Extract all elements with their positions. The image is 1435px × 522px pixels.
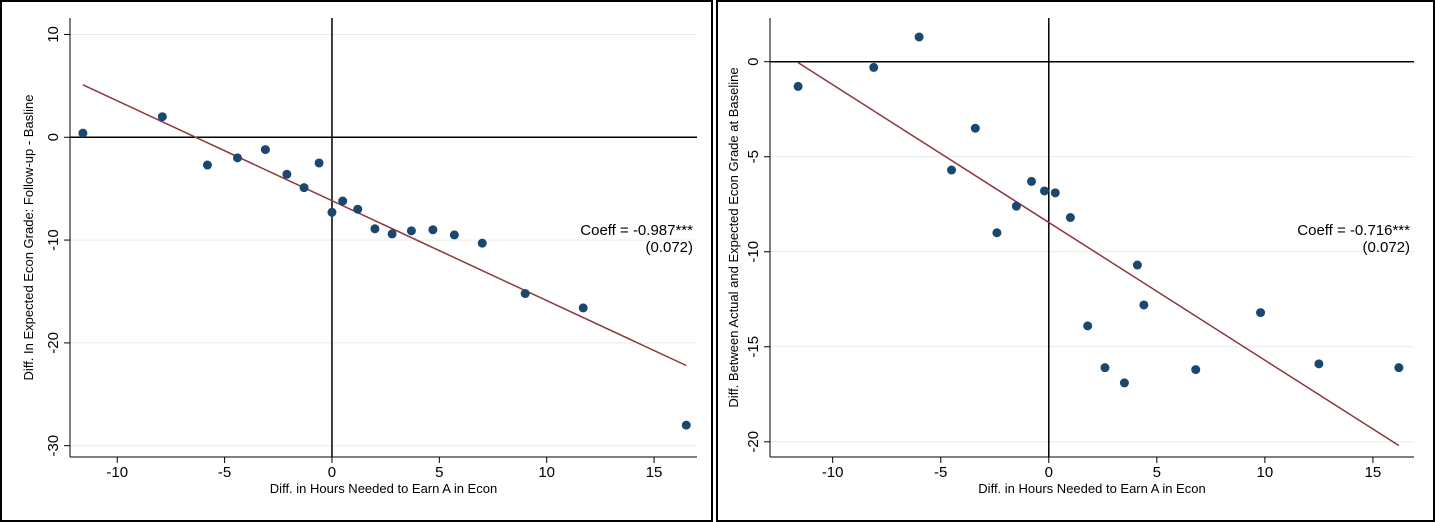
y-tick-label: -20 xyxy=(45,332,62,354)
x-tick-label: -10 xyxy=(822,464,844,481)
annotation: (0.072) xyxy=(1362,239,1410,256)
point xyxy=(282,169,292,179)
point xyxy=(78,128,88,138)
point xyxy=(1256,308,1266,318)
point xyxy=(477,238,487,248)
y-axis-title: Diff. In Expected Econ Grade: Follow-up … xyxy=(21,95,36,381)
point xyxy=(1050,188,1060,198)
y-axis-title: Diff. Between Actual and Expected Econ G… xyxy=(726,67,741,407)
x-tick-label: 5 xyxy=(1153,464,1161,481)
point xyxy=(869,62,879,72)
point xyxy=(793,81,803,91)
x-axis-title: Diff. in Hours Needed to Earn A in Econ xyxy=(978,481,1205,496)
point xyxy=(202,160,212,170)
x-tick-label: -5 xyxy=(934,464,947,481)
point xyxy=(1011,201,1021,211)
y-tick-label: 0 xyxy=(745,58,762,66)
point xyxy=(1139,300,1149,310)
y-tick-label: -10 xyxy=(745,241,762,263)
x-axis-title: Diff. in Hours Needed to Earn A in Econ xyxy=(270,481,497,496)
point xyxy=(428,225,438,235)
point xyxy=(1026,176,1036,186)
point xyxy=(449,230,459,240)
point xyxy=(157,112,167,122)
panel-border xyxy=(716,0,1435,522)
point xyxy=(314,158,324,168)
point xyxy=(520,289,530,299)
x-tick-label: 10 xyxy=(1257,464,1274,481)
fit-line xyxy=(82,84,687,367)
point xyxy=(1191,365,1201,375)
panel-border xyxy=(0,0,713,522)
x-tick-label: 15 xyxy=(646,464,663,481)
point xyxy=(1394,363,1404,373)
point xyxy=(387,229,397,239)
point xyxy=(1100,363,1110,373)
y-tick-label: -10 xyxy=(45,229,62,251)
point xyxy=(681,420,691,430)
y-tick-label: -5 xyxy=(745,150,762,163)
y-tick-label: -30 xyxy=(45,435,62,457)
point xyxy=(914,32,924,42)
point xyxy=(1065,213,1075,223)
point xyxy=(260,145,270,155)
x-tick-label: 5 xyxy=(435,464,443,481)
point xyxy=(327,207,337,217)
point xyxy=(947,165,957,175)
y-tick-label: -20 xyxy=(745,431,762,453)
point xyxy=(299,183,309,193)
point xyxy=(1039,186,1049,196)
point xyxy=(1132,260,1142,270)
point xyxy=(1119,378,1129,388)
y-tick-label: 10 xyxy=(45,26,62,43)
point xyxy=(578,303,588,313)
x-tick-label: 0 xyxy=(328,464,336,481)
x-tick-label: -10 xyxy=(106,464,128,481)
point xyxy=(970,123,980,133)
x-tick-label: 15 xyxy=(1365,464,1382,481)
y-tick-label: -15 xyxy=(745,336,762,358)
annotation: Coeff = -0.987*** xyxy=(580,222,693,239)
x-tick-label: 10 xyxy=(538,464,555,481)
fit-line xyxy=(797,62,1400,447)
y-tick-label: 0 xyxy=(45,133,62,141)
x-tick-label: -5 xyxy=(218,464,231,481)
point xyxy=(992,228,1002,238)
point xyxy=(232,153,242,163)
point xyxy=(370,224,380,234)
point xyxy=(1314,359,1324,369)
annotation: Coeff = -0.716*** xyxy=(1297,222,1410,239)
annotation: (0.072) xyxy=(645,239,693,256)
point xyxy=(406,226,416,236)
point xyxy=(1083,321,1093,331)
point xyxy=(353,204,363,214)
point xyxy=(338,196,348,206)
x-tick-label: 0 xyxy=(1045,464,1053,481)
